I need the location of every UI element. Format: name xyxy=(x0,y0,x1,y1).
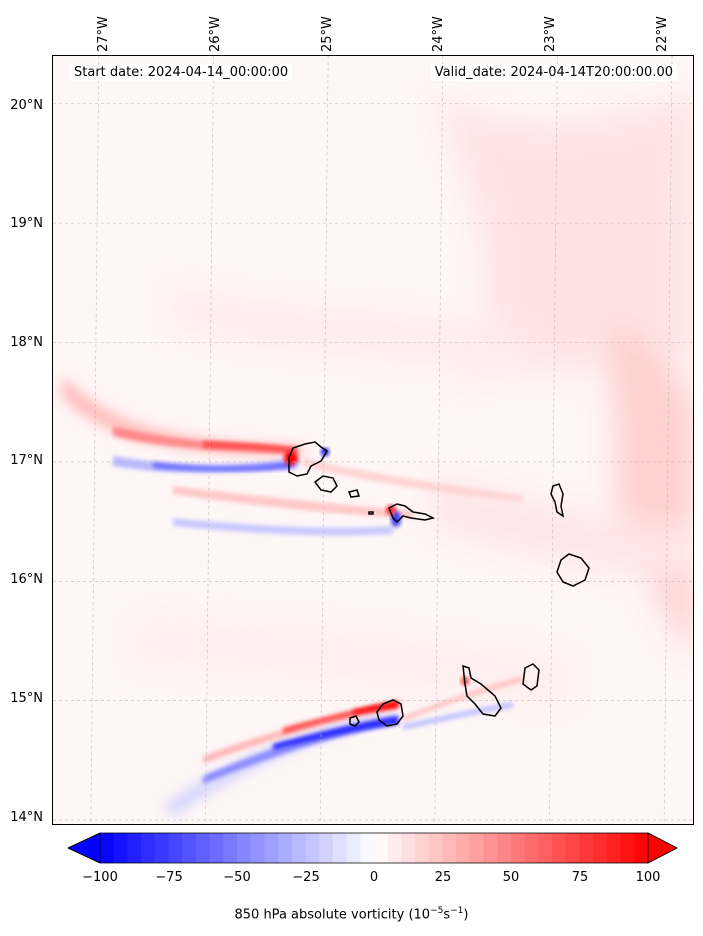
lat-label: 19°N xyxy=(10,216,43,231)
colorbar-segment xyxy=(346,833,361,863)
colorbar-segment xyxy=(332,833,348,863)
north-wake xyxy=(61,376,523,536)
colorbar-segment xyxy=(278,833,293,863)
colorbar-segment xyxy=(360,833,375,863)
lon-label: 25°W xyxy=(320,16,335,52)
island-fogo xyxy=(376,699,404,727)
lat-label: 15°N xyxy=(10,691,43,706)
colorbar-segment xyxy=(223,833,238,863)
colorbar-tick-label: −25 xyxy=(292,870,320,885)
island-boa-vista xyxy=(556,553,590,587)
colorbar-tick-label: −50 xyxy=(223,870,251,885)
lat-label: 16°N xyxy=(10,572,43,587)
colorbar-title: 850 hPa absolute vorticity (10−5s−1) xyxy=(234,906,469,923)
island-sao-nicolau xyxy=(388,503,436,524)
colorbar-segment xyxy=(154,833,169,863)
south-wake xyxy=(163,676,523,816)
vorticity-map xyxy=(53,56,693,824)
meridian-line xyxy=(90,56,100,824)
island-sal xyxy=(550,483,565,518)
colorbar-segment xyxy=(469,833,485,863)
colorbar-segment xyxy=(634,833,649,863)
colorbar-outline xyxy=(68,832,678,864)
island-santa-luzia xyxy=(347,489,361,498)
colorbar-segment xyxy=(113,833,128,863)
colorbar-segment xyxy=(127,833,142,863)
lon-label: 26°W xyxy=(208,16,223,52)
lat-label: 20°N xyxy=(10,98,43,113)
lon-label: 22°W xyxy=(655,16,670,52)
island-brava xyxy=(349,715,360,727)
valid-date-label: Valid_date: 2024-04-14T20:00:00.00 xyxy=(430,64,677,81)
colorbar-segment xyxy=(195,833,211,863)
colorbar-tick-label: 0 xyxy=(369,870,379,885)
map-gridlines xyxy=(53,56,693,824)
map-plot-area xyxy=(52,55,694,825)
colorbar-segment xyxy=(483,833,498,863)
colorbar-segment xyxy=(606,833,622,863)
island-raso xyxy=(368,511,374,515)
colorbar-segment xyxy=(168,833,183,863)
colorbar-segment xyxy=(209,833,224,863)
colorbar-segment xyxy=(456,833,471,863)
weak-positive-field xyxy=(133,96,693,706)
colorbar-segment xyxy=(511,833,526,863)
colorbar-tick-label: −100 xyxy=(82,870,118,885)
start-date-label: Start date: 2024-04-14_00:00:00 xyxy=(70,64,293,81)
colorbar-extend-max xyxy=(647,832,678,864)
lon-label: 24°W xyxy=(431,16,446,52)
colorbar-segment xyxy=(141,833,156,863)
lon-label: 23°W xyxy=(543,16,558,52)
colorbar-segment xyxy=(552,833,567,863)
colorbar-segment xyxy=(250,833,265,863)
colorbar-segment xyxy=(291,833,306,863)
colorbar-tick-label: 50 xyxy=(502,870,520,885)
colorbar-segment xyxy=(497,833,512,863)
meridian-line xyxy=(319,56,329,824)
colorbar-tick-label: 75 xyxy=(571,870,589,885)
colorbar-segment xyxy=(182,833,197,863)
colorbar-segment xyxy=(264,833,279,863)
island-sao-vicente xyxy=(313,475,338,493)
lon-label: 27°W xyxy=(96,16,111,52)
colorbar-segment xyxy=(565,833,580,863)
colorbar-segment xyxy=(593,833,608,863)
colorbar-tick-label: −75 xyxy=(155,870,183,885)
colorbar-segment xyxy=(387,833,402,863)
colorbar-segment xyxy=(538,833,553,863)
colorbar-segment xyxy=(442,833,457,863)
colorbar-segment xyxy=(237,833,252,863)
colorbar-segment xyxy=(319,833,334,863)
colorbar-segment xyxy=(100,833,115,863)
colorbar-tick-label: 25 xyxy=(434,870,452,885)
colorbar-segment xyxy=(428,833,443,863)
meridian-line xyxy=(663,56,673,824)
colorbar xyxy=(68,832,678,864)
colorbar-segment xyxy=(579,833,594,863)
colorbar-tick-label: 100 xyxy=(635,870,661,885)
lat-label: 18°N xyxy=(10,335,43,350)
colorbar-segment xyxy=(374,833,389,863)
lat-label: 14°N xyxy=(10,810,43,825)
island-maio xyxy=(522,663,540,691)
colorbar-segment xyxy=(620,833,635,863)
colorbar-segment xyxy=(305,833,320,863)
island-santiago xyxy=(462,664,502,717)
island-santo-antao xyxy=(288,441,329,477)
islands xyxy=(288,441,590,727)
meridian-line xyxy=(205,56,214,824)
colorbar-segment xyxy=(401,833,416,863)
colorbar-extend-min xyxy=(68,832,101,864)
lat-label: 17°N xyxy=(10,453,43,468)
meridian-line xyxy=(549,56,558,824)
colorbar-segment xyxy=(415,833,430,863)
colorbar-segment xyxy=(524,833,539,863)
meridian-line xyxy=(434,56,444,824)
